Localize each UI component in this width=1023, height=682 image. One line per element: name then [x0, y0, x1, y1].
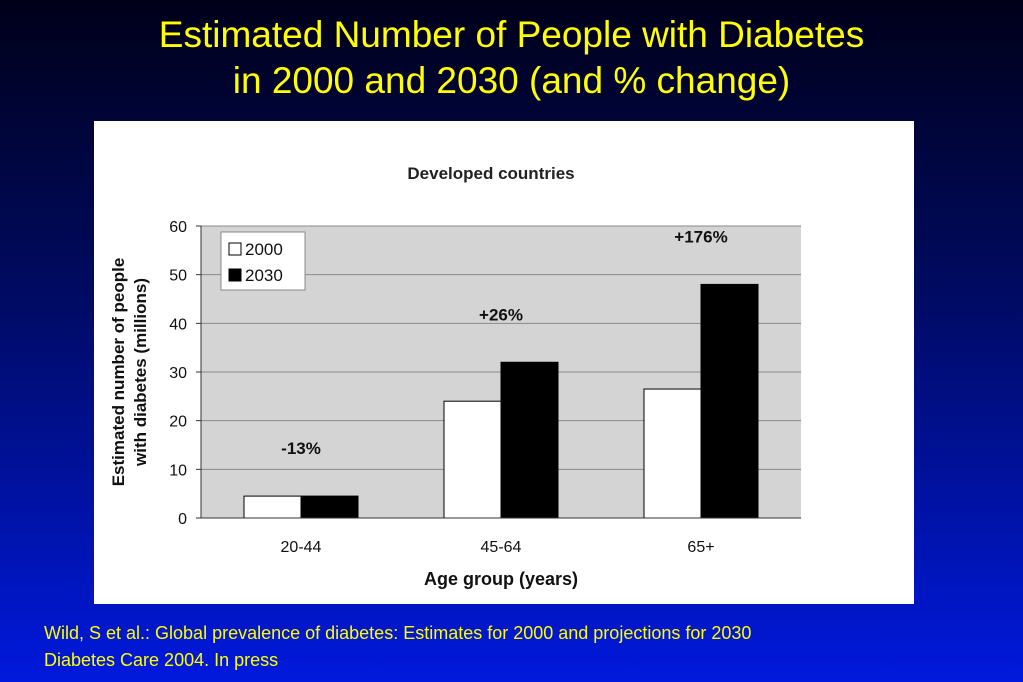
y-tick-label: 40 [169, 316, 187, 333]
y-tick-label: 0 [178, 511, 187, 528]
x-tick-label: 20-44 [281, 539, 322, 556]
y-tick-label: 60 [169, 219, 187, 236]
bar-2000-45-64 [443, 400, 502, 519]
citation-line-2: Diabetes Care 2004. In press [44, 650, 279, 670]
change-annotation: -13% [281, 439, 321, 458]
bar-2000-65+ [643, 388, 702, 519]
change-annotation: +26% [479, 305, 523, 324]
x-axis-label: Age group (years) [424, 569, 578, 589]
legend-swatch-2030 [228, 268, 242, 282]
bar-2000-20-44 [243, 495, 302, 519]
slide-title-line-1: Estimated Number of People with Diabetes [158, 14, 865, 55]
y-tick-label: 10 [169, 462, 187, 479]
chart-title: Developed countries [407, 164, 574, 183]
y-tick-label: 30 [169, 365, 187, 382]
bar-2030-45-64 [500, 361, 559, 519]
x-tick-label: 65+ [687, 539, 714, 556]
bar-2030-65+ [700, 283, 759, 519]
change-annotation: +176% [674, 227, 727, 246]
slide-title-line-2: in 2000 and 2030 (and % change) [232, 60, 791, 101]
legend-label-2030: 2030 [245, 266, 283, 285]
citation: Wild, S et al.: Global prevalence of dia… [44, 620, 751, 674]
y-tick-label: 20 [169, 414, 187, 431]
y-axis-label-line-2: with diabetes (millions) [131, 278, 150, 467]
chart-panel: 0 10 20 30 40 50 60 20-44 45-64 65+ -13% +26% +176… [94, 121, 914, 604]
y-axis-label-line-1: Estimated number of people [109, 258, 128, 487]
citation-line-1: Wild, S et al.: Global prevalence of dia… [44, 623, 752, 643]
legend-label-2000: 2000 [245, 240, 283, 259]
y-tick-label: 50 [169, 268, 187, 285]
x-tick-label: 45-64 [481, 539, 522, 556]
slide-title: Estimated Number of People with Diabetes… [0, 12, 1023, 104]
legend: 2000 2030 [220, 231, 306, 291]
bar-2030-20-44 [300, 495, 359, 519]
legend-swatch-2000 [228, 242, 242, 256]
